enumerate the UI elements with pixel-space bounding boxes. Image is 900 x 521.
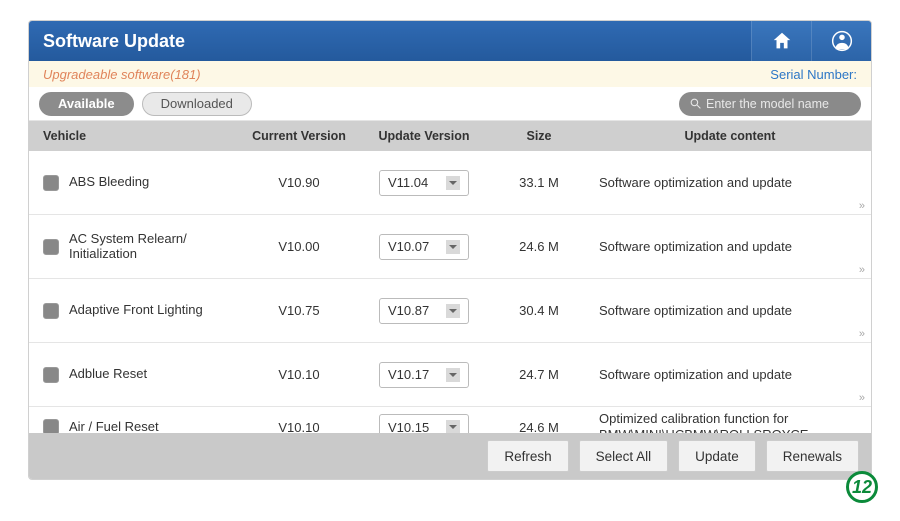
row-checkbox[interactable] [43,239,59,255]
update-button[interactable]: Update [678,440,756,472]
update-content: Software optimization and update [589,367,871,383]
chevron-down-icon [446,304,460,318]
account-button[interactable] [811,21,871,61]
chevron-down-icon [446,368,460,382]
serial-number-label: Serial Number: [770,67,857,82]
update-version-label: V10.87 [388,303,446,318]
tab-available[interactable]: Available [39,92,134,116]
table-header: Vehicle Current Version Update Version S… [29,121,871,151]
title-bar: Software Update [29,21,871,61]
update-version-label: V10.17 [388,367,446,382]
vehicle-name: Adaptive Front Lighting [69,303,203,318]
search-input[interactable] [706,97,851,111]
app-frame: Software Update Upgradeable software(181… [28,20,872,480]
renewals-button[interactable]: Renewals [766,440,859,472]
expand-icon[interactable]: » [859,264,865,276]
current-version: V10.10 [239,367,359,382]
update-content: Software optimization and update [589,303,871,319]
update-version-label: V10.07 [388,239,446,254]
file-size: 30.4 M [489,303,589,318]
sub-bar: Upgradeable software(181) Serial Number: [29,61,871,87]
file-size: 24.6 M [489,239,589,254]
update-version-dropdown[interactable]: V10.07 [379,234,469,260]
chevron-down-icon [446,420,460,434]
table-row: Adblue Reset V10.10 V10.17 24.7 M Softwa… [29,343,871,407]
figure-number-badge: 12 [846,471,878,503]
vehicle-name: AC System Relearn/ Initialization [69,232,239,262]
update-version-dropdown[interactable]: V10.87 [379,298,469,324]
upgradeable-text: Upgradeable software [43,67,170,82]
upgradeable-count: (181) [170,67,200,82]
refresh-button[interactable]: Refresh [487,440,568,472]
footer-bar: Refresh Select All Update Renewals [29,433,871,479]
table-row: Adaptive Front Lighting V10.75 V10.87 30… [29,279,871,343]
col-header-content: Update content [589,129,871,143]
vehicle-name: ABS Bleeding [69,175,149,190]
col-header-current: Current Version [239,129,359,143]
tab-downloaded[interactable]: Downloaded [142,92,252,116]
table-row: ABS Bleeding V10.90 V11.04 33.1 M Softwa… [29,151,871,215]
search-icon [689,97,702,110]
expand-icon[interactable]: » [859,328,865,340]
select-all-button[interactable]: Select All [579,440,669,472]
row-checkbox[interactable] [43,175,59,191]
filter-row: Available Downloaded [29,87,871,121]
row-checkbox[interactable] [43,303,59,319]
chevron-down-icon [446,240,460,254]
update-version-dropdown[interactable]: V10.17 [379,362,469,388]
account-icon [831,30,853,52]
expand-icon[interactable]: » [859,392,865,404]
upgradeable-label: Upgradeable software(181) [43,67,201,82]
table-row: AC System Relearn/ Initialization V10.00… [29,215,871,279]
update-content: Software optimization and update [589,175,871,191]
col-header-vehicle: Vehicle [29,129,239,143]
current-version: V10.75 [239,303,359,318]
update-version-dropdown[interactable]: V11.04 [379,170,469,196]
vehicle-name: Adblue Reset [69,367,147,382]
row-checkbox[interactable] [43,367,59,383]
home-icon [771,30,793,52]
current-version: V10.90 [239,175,359,190]
page-title: Software Update [43,31,751,52]
update-content: Software optimization and update [589,239,871,255]
col-header-update: Update Version [359,129,489,143]
col-header-size: Size [489,129,589,143]
current-version: V10.00 [239,239,359,254]
home-button[interactable] [751,21,811,61]
table-body: ABS Bleeding V10.90 V11.04 33.1 M Softwa… [29,151,871,479]
update-version-label: V11.04 [388,175,446,190]
chevron-down-icon [446,176,460,190]
search-box[interactable] [679,92,861,116]
expand-icon[interactable]: » [859,200,865,212]
file-size: 24.7 M [489,367,589,382]
file-size: 33.1 M [489,175,589,190]
